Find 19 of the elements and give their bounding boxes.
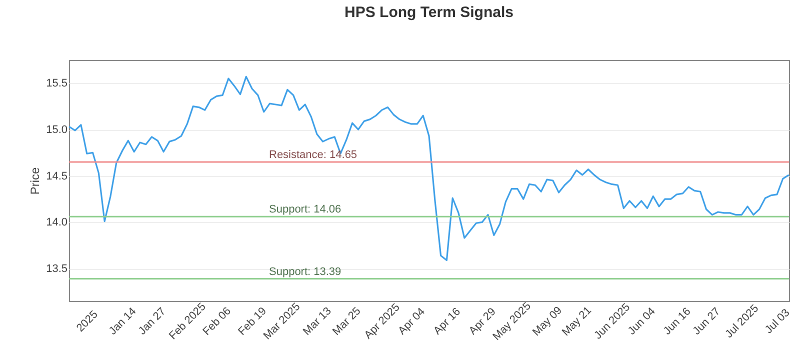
x-tick-label: Jun 27	[690, 306, 723, 338]
ref-line-label: Support: 14.06	[269, 204, 342, 216]
chart-title: HPS Long Term Signals	[344, 4, 514, 21]
x-tick-label: Jan 27	[136, 306, 168, 338]
x-tick-label: Apr 16	[431, 306, 463, 338]
y-tick-label: 14.5	[46, 170, 68, 182]
y-tick-label: 13.5	[46, 263, 68, 276]
x-tick-label: Jun 16	[661, 306, 694, 338]
y-axis-title: Price	[28, 167, 42, 195]
line-series	[68, 76, 790, 262]
y-tick-label: 15.0	[46, 124, 68, 136]
x-tick-label: May 21	[560, 304, 594, 338]
x-tick-label: Mar 25	[330, 305, 364, 338]
y-tick-label: 15.5	[46, 78, 68, 90]
x-tick-label: Jan 14	[106, 306, 139, 338]
ref-line-label: Resistance: 14.65	[269, 148, 358, 161]
y-tick-label: 14.0	[46, 216, 68, 229]
x-tick-label: Jul 03	[762, 306, 792, 336]
ref-line-label: Support: 13.39	[269, 266, 342, 278]
